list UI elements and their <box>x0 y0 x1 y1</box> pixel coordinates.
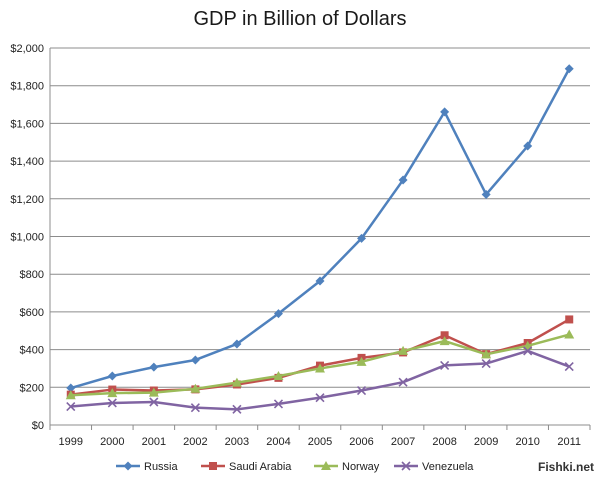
x-tick-label: 2003 <box>225 436 249 448</box>
x-tick-label: 2010 <box>515 436 539 448</box>
x-axis: 1999 2000 2001 2002 2003 2004 2005 2006 2007 2008… <box>49 424 591 448</box>
data-point-venezuela <box>273 399 284 409</box>
x-tick-label: 2007 <box>391 436 415 448</box>
y-tick-label: $1,600 <box>10 118 44 130</box>
series-line-saudi-arabia <box>70 318 570 396</box>
y-tick-label: $1,800 <box>10 81 44 93</box>
legend-marker <box>123 461 133 471</box>
series-line-russia <box>70 68 571 390</box>
legend-label: Norway <box>342 461 380 473</box>
y-tick-label: $1,200 <box>10 194 44 206</box>
series-saudi-arabia <box>66 315 574 399</box>
x-tick-label: 2008 <box>432 436 456 448</box>
data-point-russia <box>398 175 408 185</box>
data-point-venezuela <box>232 404 242 414</box>
x-tick-label: 2001 <box>142 436 166 448</box>
data-point-russia <box>357 233 367 243</box>
data-point-russia <box>523 141 533 151</box>
data-point-venezuela <box>398 377 408 387</box>
series-norway <box>65 329 575 400</box>
series-russia <box>66 64 574 393</box>
y-tick-label: $1,000 <box>10 232 44 244</box>
legend-item-norway: Norway <box>314 461 380 473</box>
data-point-venezuela <box>190 403 200 413</box>
data-point-venezuela <box>315 393 325 403</box>
data-point-venezuela <box>107 398 117 408</box>
data-point-russia <box>107 371 117 381</box>
x-tick-label: 2005 <box>308 436 332 448</box>
data-point-russia <box>232 339 242 349</box>
data-point-venezuela <box>564 361 574 372</box>
series-group <box>65 64 575 414</box>
data-point-norway <box>564 329 575 339</box>
data-point-norway <box>273 370 284 380</box>
legend-label: Venezuela <box>422 461 474 473</box>
data-point-norway <box>398 345 409 355</box>
data-point-russia <box>273 309 283 319</box>
data-point-norway <box>190 383 201 393</box>
legend-item-russia: Russia <box>116 461 179 473</box>
data-point-russia <box>315 276 325 286</box>
data-point-norway <box>231 377 242 387</box>
y-tick-label: $800 <box>20 269 44 281</box>
legend-marker <box>321 461 331 470</box>
data-point-russia <box>440 107 450 117</box>
x-tick-label: 2004 <box>266 436 290 448</box>
data-point-saudi-arabia <box>440 331 449 340</box>
data-point-russia <box>190 355 200 365</box>
legend-item-saudi-arabia: Saudi Arabia <box>201 461 292 473</box>
legend-label: Russia <box>144 461 179 473</box>
data-point-norway <box>107 388 118 398</box>
x-tick-label: 2006 <box>349 436 373 448</box>
x-tick-label: 1999 <box>59 436 83 448</box>
x-tick-label: 2011 <box>557 436 581 448</box>
watermark: Fishki.net <box>537 460 594 474</box>
data-point-venezuela <box>356 385 367 396</box>
data-point-norway <box>439 336 450 346</box>
data-point-norway <box>148 387 159 397</box>
data-point-norway <box>65 390 76 400</box>
data-point-saudi-arabia <box>565 315 574 324</box>
x-tick-label: 2000 <box>100 436 124 448</box>
y-tick-label: $0 <box>32 420 44 432</box>
series-line-venezuela <box>70 349 570 411</box>
data-point-norway <box>481 349 492 359</box>
data-point-russia <box>564 64 574 74</box>
data-point-russia <box>66 383 76 393</box>
y-axis: $0 $200 $400 $600 $800 $1,000 $1,200 $1,400 $1,6… <box>10 43 51 432</box>
x-tick-label: 2002 <box>183 436 207 448</box>
chart-title: GDP in Billion of Dollars <box>193 8 407 30</box>
data-point-russia <box>481 189 491 199</box>
x-tick-label: 2009 <box>474 436 498 448</box>
y-tick-label: $600 <box>20 307 44 319</box>
data-point-norway <box>315 363 325 373</box>
data-point-venezuela <box>149 397 159 407</box>
y-tick-label: $2,000 <box>10 43 44 55</box>
data-point-venezuela <box>66 401 76 412</box>
legend-marker <box>209 462 217 470</box>
legend-marker <box>401 461 411 471</box>
y-tick-label: $1,400 <box>10 156 44 168</box>
data-point-venezuela <box>481 358 491 369</box>
legend: Russia Saudi Arabia Norway Venezuela <box>116 461 474 473</box>
y-tick-label: $200 <box>20 382 44 394</box>
legend-item-venezuela: Venezuela <box>394 461 474 473</box>
data-point-russia <box>149 362 159 372</box>
data-point-venezuela <box>440 360 450 370</box>
data-point-norway <box>356 356 367 366</box>
y-tick-label: $400 <box>20 345 44 357</box>
series-venezuela <box>66 346 574 414</box>
data-point-venezuela <box>523 346 533 356</box>
legend-label: Saudi Arabia <box>229 461 292 473</box>
